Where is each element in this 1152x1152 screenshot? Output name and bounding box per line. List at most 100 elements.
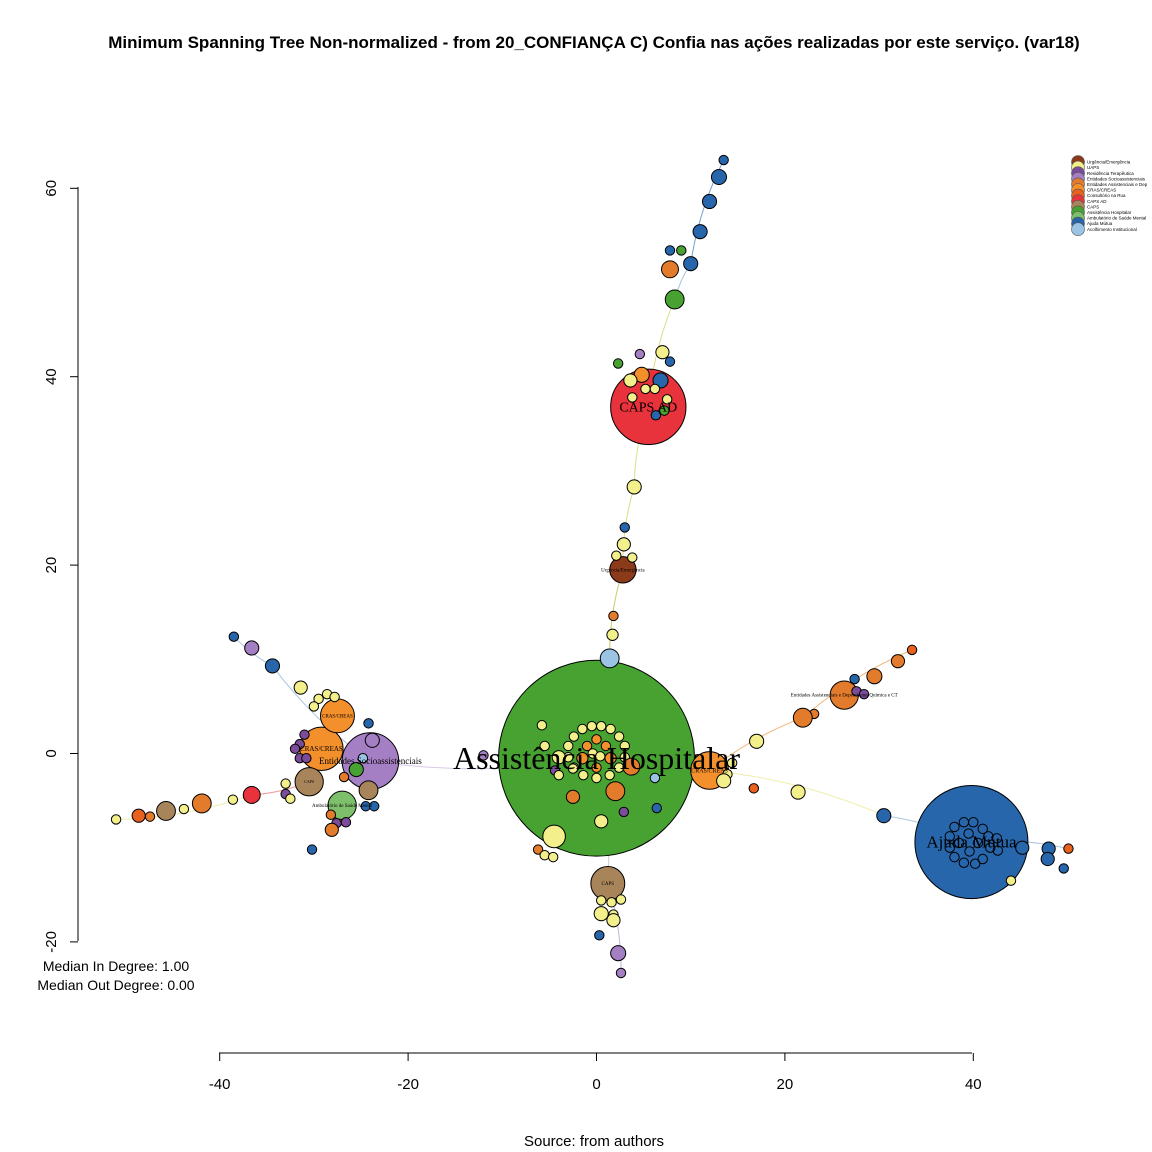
hub-label: CRAS/CREAS [300,745,343,753]
satellite-node [649,383,661,395]
satellite-node [876,808,892,824]
satellite-node [661,394,673,405]
satellite-node [542,824,566,849]
satellite-node [606,913,621,928]
satellite-node [649,772,661,784]
satellite-node [313,693,324,705]
satellite-node [692,224,708,240]
legend-label: Assistência Hospitalar [1087,210,1132,215]
satellite-node [664,245,676,256]
satellite-node [156,801,176,821]
satellite-node [716,773,732,789]
satellite-node [368,801,380,812]
satellite-node [650,410,662,421]
satellite-node [308,701,320,712]
satellite-node [1005,875,1017,886]
legend-label: UAPS [1087,165,1099,170]
satellite-node [131,808,146,823]
satellite-node [623,373,638,388]
hub-label: Ajuda Mútua [926,833,1017,852]
satellite-node [977,853,988,865]
y-tick-label: 0 [43,749,60,757]
satellite-node [547,851,559,863]
legend-label: Acolhimento Institucional [1087,227,1137,232]
satellite-node [748,783,760,794]
legend-label: Ajuda Mútua [1087,221,1113,226]
satellite-node [178,803,190,815]
satellite-node [964,846,975,857]
satellite-node [599,648,620,669]
satellite-node [655,345,670,360]
satellite-node [568,731,580,742]
satellite-node [1058,863,1069,874]
satellite-node [985,842,996,853]
satellite-node [591,762,602,773]
satellite-node [604,769,615,781]
satellite-node [324,822,339,837]
legend-label: Entidades Assistenciais e Dep [1087,182,1148,187]
satellite-node [264,658,281,674]
satellite-node [244,640,260,656]
satellite-node [726,757,738,769]
satellite-node [968,817,979,828]
satellite-node [992,845,1004,856]
satellite-node [963,828,974,839]
hub-label: Urgência/Emergência [601,568,645,573]
satellite-node [606,897,617,908]
satellite-node [285,793,296,804]
satellite-node [616,537,631,552]
satellite-node [563,740,574,752]
satellite-node [227,794,239,805]
legend-label: Entidades Socioassistenciais [1087,176,1146,181]
hub-label: Entidades Assistenciais e Dependentes Qu… [791,694,898,699]
satellite-node [581,740,593,752]
satellite-node [991,833,1003,844]
satellite-node [289,743,301,754]
satellite-node [664,289,685,310]
satellite-node [348,761,364,778]
satellite-node [539,850,550,861]
satellite-node [600,740,612,752]
satellite-node [618,806,630,818]
legend-label: CAPS AD [1087,199,1107,204]
x-tick-label: 0 [592,1076,600,1093]
hub-label: CRAS/CREAS [322,714,353,719]
satellite-node [357,753,369,764]
satellite-node [710,168,727,186]
satellite-node [594,814,609,829]
satellite-node [619,522,630,533]
satellite-node [301,753,312,764]
satellite-node [611,550,622,561]
hub-label: Assistência Hospitalar [453,740,740,776]
y-tick-label: -20 [43,931,60,953]
satellite-node [191,793,212,814]
satellite-node [664,356,676,367]
x-tick-label: 40 [965,1076,982,1093]
hub-node [610,368,687,446]
legend-swatch [1071,222,1085,236]
satellite-node [619,740,630,752]
satellite-node [593,906,609,922]
satellite-node [325,809,337,820]
satellite-node [651,802,662,814]
satellite-node [701,193,718,210]
satellite-node [358,780,379,801]
satellite-node [608,610,619,622]
satellite-node [596,895,607,906]
satellite-node [612,358,624,369]
satellite-node [640,383,651,395]
satellite-node [329,691,340,703]
satellite-node [676,245,687,256]
satellite-node [293,680,308,695]
satellite-node [595,751,606,762]
satellite-node [539,740,550,752]
satellite-node [299,729,310,740]
satellite-node [565,789,581,804]
satellite-node [1040,851,1055,867]
satellite-node [792,707,813,728]
x-tick-label: -40 [209,1076,231,1093]
satellite-node [594,930,605,941]
satellite-node [586,720,597,732]
satellite-node [551,750,566,765]
